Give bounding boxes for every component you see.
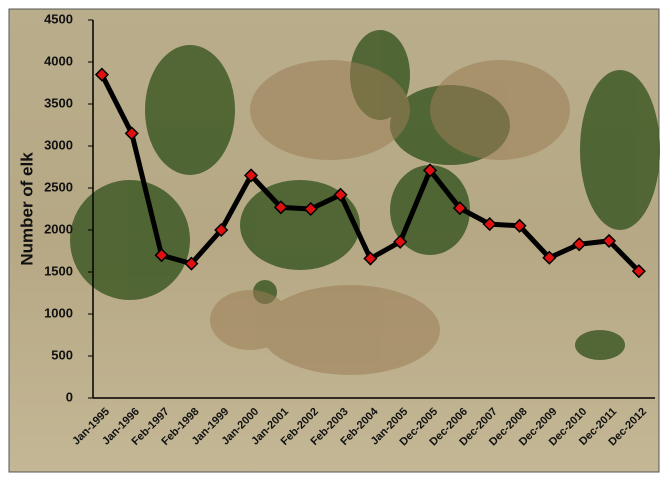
y-tick-label: 4500 bbox=[44, 11, 73, 26]
data-point bbox=[393, 234, 408, 249]
data-point bbox=[244, 168, 259, 183]
data-point bbox=[542, 250, 557, 265]
data-point bbox=[333, 187, 348, 202]
data-point bbox=[303, 201, 318, 217]
data-point bbox=[512, 218, 527, 233]
data-point bbox=[572, 237, 587, 252]
photo-herd bbox=[210, 60, 570, 375]
y-tick-label: 0 bbox=[66, 389, 73, 404]
y-tick-label: 3000 bbox=[44, 137, 73, 152]
y-tick-label: 1000 bbox=[44, 305, 73, 320]
data-point bbox=[94, 67, 109, 82]
data-point bbox=[214, 222, 229, 238]
y-tick-label: 4000 bbox=[44, 53, 73, 68]
y-axis-label: Number of elk bbox=[17, 152, 36, 266]
y-tick-label: 3500 bbox=[44, 95, 73, 110]
data-point bbox=[154, 248, 169, 263]
data-point bbox=[124, 126, 139, 141]
data-point bbox=[452, 201, 467, 216]
data-point bbox=[363, 251, 378, 266]
data-point bbox=[601, 233, 617, 248]
data-point bbox=[482, 217, 497, 232]
y-tick-label: 1500 bbox=[44, 263, 73, 278]
data-point bbox=[273, 200, 288, 215]
data-point bbox=[422, 163, 438, 178]
y-tick-label: 500 bbox=[51, 347, 73, 362]
data-point bbox=[631, 264, 646, 279]
data-point bbox=[184, 256, 199, 271]
y-tick-label: 2000 bbox=[44, 221, 73, 236]
y-tick-label: 2500 bbox=[44, 179, 73, 194]
